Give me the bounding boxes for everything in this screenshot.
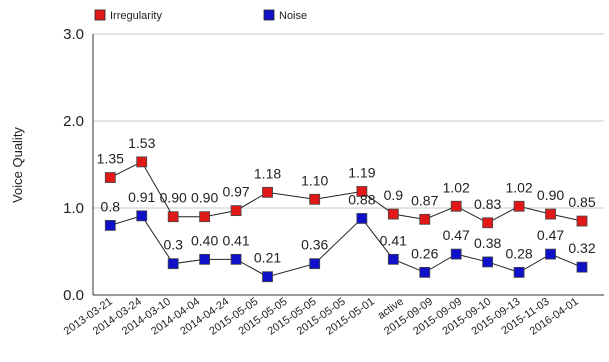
noise-data-label: 0.32 — [568, 240, 595, 256]
legend-noise-label: Noise — [279, 10, 307, 22]
noise-point — [262, 271, 273, 283]
y-tick-label: 1.0 — [63, 200, 84, 217]
irregularity-data-label: 1.35 — [97, 151, 124, 167]
noise-point — [356, 213, 368, 224]
irregularity-data-label: 0.90 — [160, 190, 187, 206]
legend-noise-swatch — [263, 9, 275, 21]
noise-point — [419, 266, 431, 278]
noise-point — [167, 258, 179, 270]
irregularity-data-label: 0.97 — [222, 184, 249, 200]
irregularity-data-label: 0.87 — [411, 192, 438, 208]
y-axis-label: Voice Quality — [10, 127, 25, 203]
irregularity-data-label: 1.02 — [505, 179, 532, 195]
noise-data-label: 0.88 — [348, 191, 375, 207]
irregularity-point — [199, 211, 211, 223]
noise-data-label: 0.47 — [537, 227, 564, 243]
noise-point — [104, 219, 116, 231]
noise-point — [230, 253, 242, 265]
noise-point — [576, 261, 588, 273]
y-tick-label: 3.0 — [63, 26, 84, 43]
noise-point — [513, 266, 525, 278]
legend-irregularity-swatch — [94, 9, 106, 21]
irregularity-point — [545, 208, 556, 220]
irregularity-point — [482, 217, 494, 229]
noise-data-label: 0.40 — [191, 232, 218, 248]
irregularity-data-label: 1.02 — [443, 179, 470, 195]
y-tick-label: 2.0 — [63, 113, 84, 130]
irregularity-point — [104, 172, 116, 183]
noise-data-label: 0.38 — [474, 235, 501, 251]
x-tick-labels: 2013-03-212014-03-242014-03-102014-04-04… — [62, 296, 581, 338]
noise-data-label: 0.47 — [443, 227, 470, 243]
noise-data-label: 0.3 — [163, 237, 183, 253]
irregularity-data-label: 0.9 — [384, 187, 404, 203]
noise-data-label: 0.36 — [301, 237, 328, 253]
y-tick-labels: 0.0 1.0 2.0 3.0 — [63, 26, 84, 304]
legend: Irregularity Noise — [94, 9, 307, 22]
irregularity-point — [450, 200, 462, 212]
noise-data-label: 0.41 — [222, 232, 249, 248]
irregularity-data-label: 0.90 — [537, 187, 564, 203]
noise-data-label: 0.91 — [128, 189, 155, 205]
noise-data-label: 0.26 — [411, 245, 438, 261]
irregularity-point — [419, 213, 431, 225]
noise-data-label: 0.21 — [254, 250, 281, 266]
irregularity-point — [262, 186, 273, 198]
noise-point — [450, 248, 462, 260]
noise-data-label: 0.28 — [505, 245, 532, 261]
y-tick-label: 0.0 — [63, 287, 84, 304]
data-labels: 1.351.530.90 0.90 0.971.18 1.10 1.190.9 0.871… — [97, 135, 596, 266]
noise-data-label: 0.8 — [101, 198, 121, 214]
series-markers — [104, 156, 588, 283]
irregularity-point — [167, 211, 179, 223]
plot-frame — [92, 34, 604, 296]
noise-point — [482, 256, 494, 268]
legend-irregularity-label: Irregularity — [110, 10, 162, 22]
irregularity-data-label: 0.90 — [191, 190, 218, 206]
irregularity-data-label: 1.53 — [128, 135, 155, 151]
irregularity-point — [513, 200, 525, 212]
irregularity-data-label: 0.85 — [568, 194, 595, 210]
noise-data-label: 0.41 — [380, 232, 407, 248]
noise-point — [309, 258, 321, 270]
irregularity-data-label: 1.18 — [254, 165, 281, 181]
irregularity-point — [576, 215, 588, 227]
irregularity-data-label: 0.83 — [474, 196, 501, 212]
noise-point — [199, 253, 211, 265]
noise-point — [545, 248, 556, 260]
irregularity-point — [356, 186, 368, 197]
irregularity-point — [387, 208, 399, 220]
irregularity-point — [309, 193, 321, 205]
irregularity-point — [136, 156, 148, 168]
irregularity-point — [230, 205, 242, 217]
irregularity-data-label: 1.10 — [301, 172, 328, 188]
noise-point — [136, 210, 148, 222]
noise-point — [387, 253, 399, 265]
irregularity-data-label: 1.19 — [348, 164, 375, 180]
